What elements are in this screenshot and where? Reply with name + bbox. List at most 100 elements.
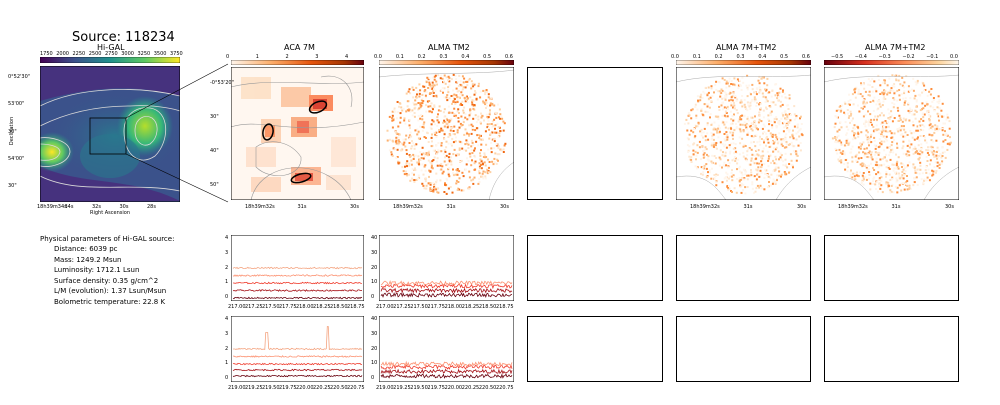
noise-pixel <box>780 173 783 176</box>
noise-pixel <box>895 171 898 174</box>
noise-pixel <box>503 144 506 147</box>
noise-pixel <box>688 133 691 136</box>
noise-pixel <box>694 165 697 168</box>
noise-pixel <box>902 117 905 120</box>
higal-dec-tick: 30" <box>8 128 17 135</box>
noise-pixel <box>463 133 466 136</box>
noise-pixel <box>485 143 488 146</box>
noise-pixel <box>928 113 931 116</box>
noise-pixel <box>793 113 796 116</box>
noise-pixel <box>761 150 764 153</box>
noise-pixel <box>879 93 882 95</box>
noise-pixel <box>888 185 890 188</box>
noise-pixel <box>887 165 890 168</box>
noise-pixel <box>447 136 450 138</box>
noise-pixel <box>758 162 761 165</box>
noise-pixel <box>890 190 893 193</box>
noise-pixel <box>487 93 490 96</box>
noise-pixel <box>433 183 436 186</box>
noise-pixel <box>887 108 890 111</box>
noise-pixel <box>751 181 754 184</box>
noise-pixel <box>471 152 474 154</box>
noise-pixel <box>734 157 737 160</box>
noise-pixel <box>700 109 703 112</box>
noise-pixel <box>920 143 923 146</box>
noise-pixel <box>702 171 705 174</box>
noise-pixel <box>836 140 839 143</box>
noise-pixel <box>395 142 398 145</box>
noise-pixel <box>760 187 763 190</box>
noise-pixel <box>774 103 777 106</box>
noise-pixel <box>926 111 929 114</box>
noise-pixel <box>429 110 432 113</box>
noise-pixel <box>783 146 786 149</box>
noise-pixel <box>748 84 751 87</box>
spectrum-series-line <box>232 355 363 358</box>
noise-pixel <box>727 165 730 168</box>
noise-pixel <box>733 118 736 121</box>
noise-pixel <box>762 95 765 98</box>
noise-pixel <box>490 147 493 150</box>
noise-pixel <box>472 144 475 146</box>
noise-pixel <box>751 116 754 119</box>
noise-pixel <box>878 99 881 102</box>
noise-pixel <box>707 171 709 174</box>
noise-pixel <box>926 176 929 179</box>
noise-pixel <box>929 93 932 96</box>
noise-pixel <box>707 103 710 106</box>
noise-pixel <box>849 173 852 176</box>
noise-pixel <box>902 152 905 155</box>
noise-pixel <box>875 157 878 160</box>
noise-pixel <box>914 81 917 84</box>
noise-pixel <box>773 117 776 120</box>
almatm2-ra-tick: 31s <box>446 204 456 210</box>
noise-pixel <box>730 127 733 130</box>
noise-pixel <box>861 143 863 146</box>
noise-pixel <box>905 75 908 77</box>
aca-row1-xtick: 218.00 <box>296 304 314 310</box>
noise-pixel <box>850 169 852 172</box>
noise-pixel <box>768 185 770 188</box>
noise-pixel <box>872 99 875 102</box>
noise-pixel <box>926 152 929 154</box>
noise-pixel <box>786 166 789 169</box>
noise-pixel <box>411 114 414 117</box>
noise-pixel <box>863 154 866 157</box>
noise-pixel <box>440 144 443 147</box>
noise-pixel <box>432 108 434 111</box>
noise-pixel <box>730 96 733 99</box>
noise-pixel <box>433 156 436 159</box>
noise-pixel <box>744 186 747 189</box>
noise-pixel <box>458 177 461 180</box>
noise-pixel <box>455 179 458 182</box>
noise-pixel <box>433 87 436 90</box>
noise-pixel <box>701 173 704 176</box>
noise-pixel <box>779 152 782 155</box>
noise-pixel <box>847 141 850 144</box>
noise-pixel <box>755 178 758 181</box>
noise-pixel <box>445 117 448 120</box>
noise-pixel <box>413 103 416 106</box>
noise-pixel <box>873 96 876 99</box>
noise-pixel <box>737 120 740 123</box>
noise-pixel <box>899 117 902 120</box>
higal-title: Hi-GAL <box>97 43 125 52</box>
noise-pixel <box>876 100 879 103</box>
noise-pixel <box>919 168 922 171</box>
noise-pixel <box>702 166 704 169</box>
noise-pixel <box>763 125 766 128</box>
noise-pixel <box>703 149 706 152</box>
noise-pixel <box>411 109 414 112</box>
noise-pixel <box>503 122 506 125</box>
noise-pixel <box>729 110 732 113</box>
noise-pixel <box>416 90 419 93</box>
noise-pixel <box>762 76 765 79</box>
noise-pixel <box>767 114 770 117</box>
noise-pixel <box>719 93 722 96</box>
alma-row2-ytick: 0 <box>371 375 375 381</box>
noise-pixel <box>850 119 853 122</box>
noise-pixel <box>847 128 850 131</box>
noise-pixel <box>723 90 726 93</box>
noise-pixel <box>421 102 424 105</box>
noise-pixel <box>870 141 873 143</box>
